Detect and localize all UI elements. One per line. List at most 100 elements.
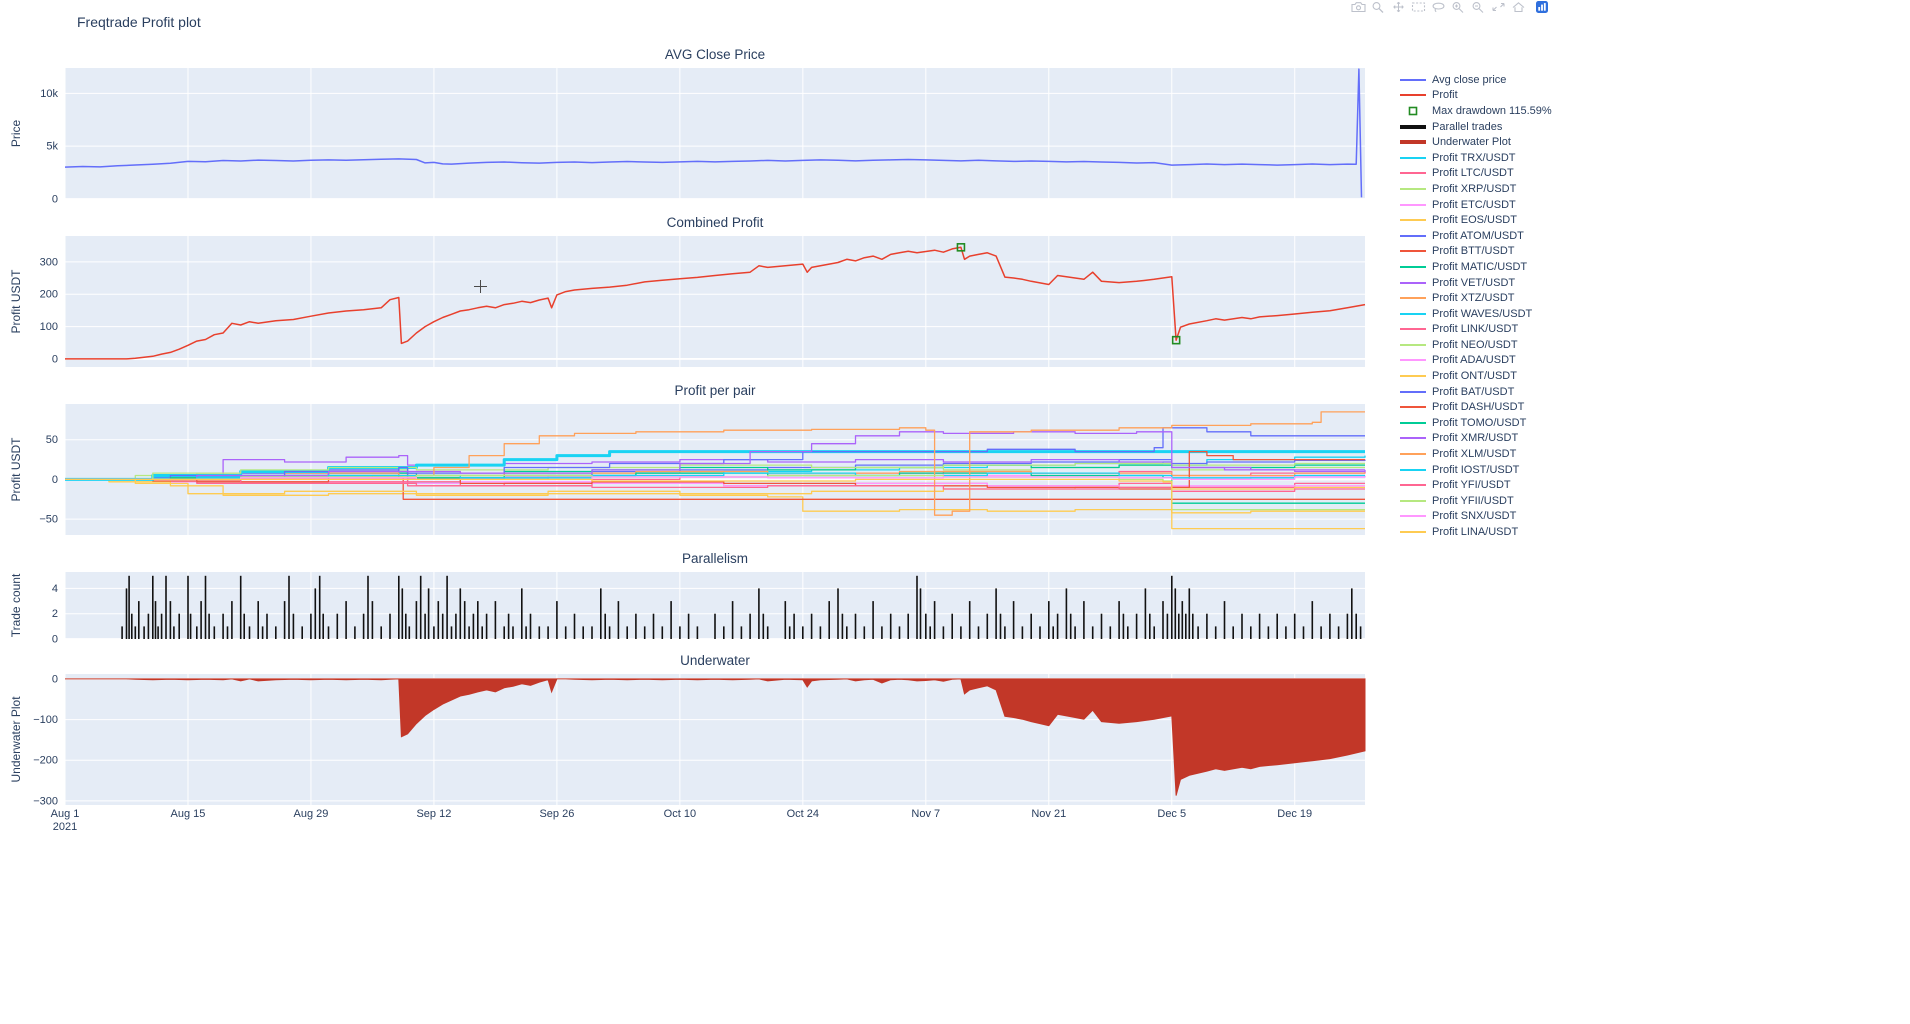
legend: Avg close price Profit Max drawdown 115.59… (1398, 72, 1552, 540)
y-axis-title: Profit USDT (9, 437, 23, 502)
legend-label: Profit TOMO/USDT (1432, 416, 1527, 429)
legend-item[interactable]: Profit SNX/USDT (1398, 509, 1552, 525)
legend-label: Profit DASH/USDT (1432, 401, 1525, 414)
legend-item[interactable]: Profit XLM/USDT (1398, 446, 1552, 462)
legend-item[interactable]: Profit LTC/USDT (1398, 166, 1552, 182)
legend-item[interactable]: Profit ADA/USDT (1398, 353, 1552, 369)
legend-item[interactable]: Profit EOS/USDT (1398, 212, 1552, 228)
legend-item[interactable]: Profit DASH/USDT (1398, 399, 1552, 415)
y-axis-title: Trade count (9, 573, 23, 637)
x-tick-label: Dec 19 (1277, 808, 1312, 820)
subplot-title: AVG Close Price (665, 47, 765, 62)
legend-item[interactable]: Profit YFII/USDT (1398, 493, 1552, 509)
subplot-2-plot-bg[interactable] (65, 236, 1365, 367)
legend-item[interactable]: Profit ETC/USDT (1398, 197, 1552, 213)
legend-item[interactable]: Profit TRX/USDT (1398, 150, 1552, 166)
legend-item[interactable]: Profit VET/USDT (1398, 275, 1552, 291)
subplot-title: Parallelism (682, 551, 748, 566)
x-tick-label: Nov 21 (1031, 808, 1066, 820)
legend-swatch-line-icon (1400, 437, 1426, 440)
y-tick-label: −100 (33, 714, 58, 726)
legend-item[interactable]: Profit BTT/USDT (1398, 244, 1552, 260)
legend-item[interactable]: Profit IOST/USDT (1398, 462, 1552, 478)
legend-swatch-line-icon (1400, 250, 1426, 253)
legend-item[interactable]: Profit WAVES/USDT (1398, 306, 1552, 322)
subplot-title: Profit per pair (674, 383, 756, 398)
legend-item[interactable]: Profit NEO/USDT (1398, 337, 1552, 353)
x-tick-label: Oct 24 (787, 808, 819, 820)
legend-label: Profit IOST/USDT (1432, 463, 1520, 476)
series-profit-lina-usdt (65, 478, 1365, 530)
legend-label: Profit XRP/USDT (1432, 182, 1517, 195)
y-tick-label: 50 (46, 434, 58, 446)
legend-label: Profit XLM/USDT (1432, 448, 1517, 461)
legend-item[interactable]: Profit LINA/USDT (1398, 524, 1552, 540)
legend-label: Profit ETC/USDT (1432, 198, 1516, 211)
legend-swatch-line-icon (1400, 219, 1426, 222)
max-drawdown-marker-icon (956, 243, 966, 252)
legend-item[interactable]: Profit MATIC/USDT (1398, 259, 1552, 275)
legend-swatch-line-icon (1400, 515, 1426, 518)
legend-label: Profit (1432, 89, 1458, 102)
autoscale-icon[interactable] (1490, 1, 1507, 13)
legend-label: Profit YFII/USDT (1432, 494, 1514, 507)
subplot-title: Combined Profit (667, 215, 764, 230)
subplot-1-plot-bg[interactable] (65, 68, 1365, 199)
y-tick-label: 2 (52, 608, 58, 620)
legend-swatch-line-icon (1400, 281, 1426, 284)
legend-item[interactable]: Max drawdown 115.59% (1398, 103, 1552, 119)
x-tick-label: Sep 12 (416, 808, 451, 820)
legend-swatch-line-icon (1400, 265, 1426, 268)
plotly-logo-icon[interactable] (1536, 1, 1548, 13)
legend-label: Profit YFI/USDT (1432, 479, 1511, 492)
legend-item[interactable]: Profit XRP/USDT (1398, 181, 1552, 197)
legend-swatch-line-icon (1400, 312, 1426, 315)
box-select-icon[interactable] (1410, 1, 1427, 13)
legend-item[interactable]: Profit XTZ/USDT (1398, 290, 1552, 306)
legend-item[interactable]: Underwater Plot (1398, 134, 1552, 150)
legend-item[interactable]: Avg close price (1398, 72, 1552, 88)
legend-swatch-line-icon (1400, 78, 1426, 81)
legend-swatch-line-icon (1400, 328, 1426, 331)
series-profit-yfii-usdt (65, 474, 1365, 511)
legend-label: Max drawdown 115.59% (1432, 104, 1552, 117)
legend-item[interactable]: Profit ONT/USDT (1398, 368, 1552, 384)
legend-label: Avg close price (1432, 73, 1507, 86)
x-tick-label: Aug 15 (171, 808, 206, 820)
zoom-icon[interactable] (1370, 1, 1387, 13)
y-axis-title: Profit USDT (9, 269, 23, 334)
legend-item[interactable]: Profit TOMO/USDT (1398, 415, 1552, 431)
legend-swatch-line-icon (1400, 468, 1426, 471)
x-tick-label: Oct 10 (664, 808, 696, 820)
legend-label: Profit BAT/USDT (1432, 385, 1515, 398)
x-tick-label: Aug 29 (294, 808, 329, 820)
zoom-out-icon[interactable] (1470, 1, 1487, 13)
legend-item[interactable]: Profit ATOM/USDT (1398, 228, 1552, 244)
legend-swatch-line-icon (1400, 531, 1426, 534)
legend-label: Profit XMR/USDT (1432, 432, 1519, 445)
legend-swatch-line-icon (1400, 203, 1426, 206)
y-axis-title: Underwater Plot (9, 696, 23, 783)
x-tick-label: Sep 26 (539, 808, 574, 820)
legend-item[interactable]: Parallel trades (1398, 119, 1552, 135)
legend-swatch-line-icon (1400, 359, 1426, 362)
legend-item[interactable]: Profit YFI/USDT (1398, 477, 1552, 493)
lasso-select-icon[interactable] (1430, 1, 1447, 13)
pan-icon[interactable] (1390, 1, 1407, 13)
legend-label: Profit LINA/USDT (1432, 526, 1519, 539)
legend-item[interactable]: Profit BAT/USDT (1398, 384, 1552, 400)
legend-item[interactable]: Profit (1398, 88, 1552, 104)
legend-item[interactable]: Profit LINK/USDT (1398, 322, 1552, 338)
legend-swatch-line-icon (1400, 124, 1426, 129)
series-parallel-trades (121, 575, 1362, 639)
legend-item[interactable]: Profit XMR/USDT (1398, 431, 1552, 447)
y-tick-label: 0 (52, 194, 58, 206)
camera-icon[interactable] (1350, 1, 1367, 13)
legend-label: Profit ADA/USDT (1432, 354, 1516, 367)
legend-swatch-line-icon (1400, 94, 1426, 97)
reset-axes-icon[interactable] (1510, 1, 1527, 13)
zoom-in-icon[interactable] (1450, 1, 1467, 13)
series-avg-close-price (64, 68, 1363, 198)
